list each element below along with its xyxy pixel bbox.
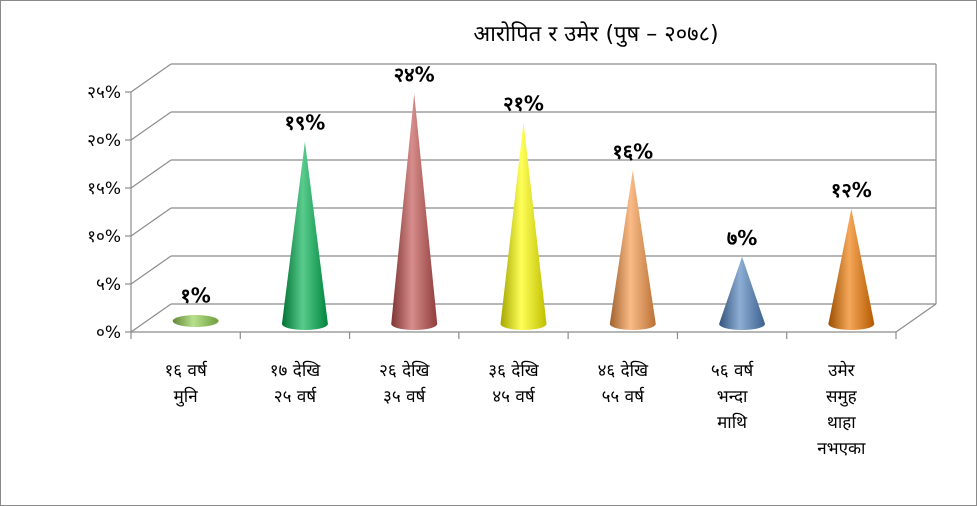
data-label: १६% [612,139,653,163]
side-wall-line [130,303,172,333]
category-label: ४६ देखि ५५ वर्ष [598,360,650,407]
data-label: २४% [394,63,435,87]
y-tick-label: ०% [96,323,121,343]
side-wall-line [130,255,172,285]
cone-mark [172,315,219,327]
cone-mark [391,93,438,330]
category-label: ३६ देखि ४५ वर्ष [488,360,540,407]
y-tick-label: १५% [87,179,121,199]
data-label: १% [180,283,210,307]
data-label: २१% [503,91,544,115]
y-tick-label: ५% [96,275,121,295]
floor-side-edge [895,303,937,333]
side-wall-line [130,159,172,189]
data-label: १९% [285,111,326,135]
y-tick-label: १०% [87,227,121,247]
side-wall-line [130,63,172,93]
category-label: २६ देखि ३५ वर्ष [379,360,431,407]
y-tick-label: २०% [87,131,121,151]
cone-mark [719,256,766,330]
cone-mark [828,208,875,330]
side-wall-line [130,207,172,237]
side-wall-line [130,111,172,141]
category-label: ५६ वर्ष भन्दा माथि [711,360,755,433]
axis-layer: ०% ५% १०% १५% २०% २५% १६ वर्ष मुनि १७ देखि २५ वर्… [87,83,897,459]
cone-mark [500,122,547,331]
chart-title: आरोपित र उमेर (पुष – २०७८) [473,21,718,47]
category-label: उमेर समुह थाहा नभएका [817,360,866,459]
cone-mark [609,170,656,330]
label-layer: १% १९% २४% २१% १६% ७% १२% [180,63,871,308]
category-label: १६ वर्ष मुनि [164,360,208,407]
data-label: १२% [831,178,872,202]
category-label: १७ देखि २५ वर्ष [270,360,322,407]
data-label: ७% [727,226,757,250]
y-tick-label: २५% [87,83,121,103]
cone-layer [172,93,875,331]
cone-mark [281,141,328,330]
